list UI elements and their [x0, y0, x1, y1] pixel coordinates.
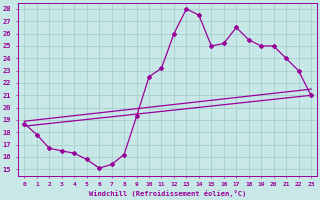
- X-axis label: Windchill (Refroidissement éolien,°C): Windchill (Refroidissement éolien,°C): [89, 190, 246, 197]
